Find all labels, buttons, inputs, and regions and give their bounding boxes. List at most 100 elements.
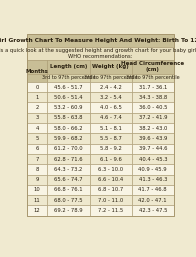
Text: 42.0 - 47.1: 42.0 - 47.1 [138,198,167,203]
Text: 40.4 - 45.3: 40.4 - 45.3 [139,157,167,162]
Bar [47,103,90,113]
Text: 3rd to 97th percentile: 3rd to 97th percentile [42,75,95,80]
Bar [132,195,174,205]
Text: 6.8 - 10.7: 6.8 - 10.7 [98,187,123,192]
Bar [27,123,47,133]
Text: 40.9 - 45.9: 40.9 - 45.9 [138,167,167,172]
Bar [27,82,47,92]
Bar [27,34,174,47]
Bar [47,154,90,164]
Bar [132,60,174,74]
Bar [27,185,47,195]
Text: 55.8 - 63.8: 55.8 - 63.8 [54,115,83,121]
Bar [47,60,90,74]
Text: 2.4 - 4.2: 2.4 - 4.2 [100,85,122,89]
Bar [47,123,90,133]
Text: 50.6 - 51.4: 50.6 - 51.4 [54,95,83,100]
Text: 34.3 - 38.8: 34.3 - 38.8 [139,95,167,100]
Text: 6.1 - 9.6: 6.1 - 9.6 [100,157,122,162]
Bar [47,164,90,175]
Bar [47,74,90,82]
Bar [90,113,132,123]
Bar [90,103,132,113]
Text: 9: 9 [35,177,39,182]
Text: Months: Months [26,69,49,74]
Bar [47,175,90,185]
Text: Length (cm): Length (cm) [50,64,87,69]
Text: 62.8 - 71.6: 62.8 - 71.6 [54,157,83,162]
Bar [27,144,47,154]
Text: 7: 7 [35,157,39,162]
Text: 61.2 - 70.0: 61.2 - 70.0 [54,146,83,151]
Text: 68.0 - 77.5: 68.0 - 77.5 [54,198,83,203]
Text: 5.5 - 8.7: 5.5 - 8.7 [100,136,122,141]
Bar [132,164,174,175]
Text: 12: 12 [34,208,40,213]
Text: 3rd to 97th percentile: 3rd to 97th percentile [126,75,180,80]
Bar [47,92,90,103]
Bar [90,164,132,175]
Text: 10: 10 [34,187,40,192]
Text: 36.0 - 40.5: 36.0 - 40.5 [139,105,167,110]
Bar [132,113,174,123]
Bar [47,133,90,144]
Bar [132,74,174,82]
Text: 4.6 - 7.4: 4.6 - 7.4 [100,115,122,121]
Bar [132,144,174,154]
Text: 45.6 - 51.7: 45.6 - 51.7 [54,85,83,89]
Bar [47,144,90,154]
Text: 42.3 - 47.5: 42.3 - 47.5 [139,208,167,213]
Text: 11: 11 [34,198,40,203]
Bar [90,133,132,144]
Bar [27,133,47,144]
Bar [27,175,47,185]
Text: 59.9 - 68.2: 59.9 - 68.2 [54,136,83,141]
Bar [90,205,132,216]
Text: 39.7 - 44.6: 39.7 - 44.6 [139,146,167,151]
Bar [132,103,174,113]
Bar [132,205,174,216]
Bar [90,195,132,205]
Text: 8: 8 [35,167,39,172]
Text: 65.6 - 74.7: 65.6 - 74.7 [54,177,83,182]
Text: 6: 6 [35,146,39,151]
Bar [132,92,174,103]
Text: 5: 5 [35,136,39,141]
Text: 4: 4 [35,126,39,131]
Text: 53.2 - 60.9: 53.2 - 60.9 [54,105,83,110]
Bar [90,82,132,92]
Bar [132,185,174,195]
Text: Here is a quick look at the suggested height and growth chart for your baby girl: Here is a quick look at the suggested he… [0,48,196,59]
Bar [47,185,90,195]
Bar [27,103,47,113]
Text: 66.8 - 76.1: 66.8 - 76.1 [54,187,83,192]
Bar [27,92,47,103]
Bar [90,185,132,195]
Bar [90,74,132,82]
Bar [132,175,174,185]
Bar [27,195,47,205]
Text: 41.7 - 46.8: 41.7 - 46.8 [138,187,167,192]
Text: 3rd to 97th percentile: 3rd to 97th percentile [84,75,137,80]
Text: 3: 3 [35,115,39,121]
Text: 1: 1 [35,95,39,100]
Bar [27,113,47,123]
Text: 64.3 - 73.2: 64.3 - 73.2 [54,167,83,172]
Text: 41.3 - 46.3: 41.3 - 46.3 [139,177,167,182]
Text: Weight (kg): Weight (kg) [92,64,129,69]
Text: 37.2 - 41.9: 37.2 - 41.9 [139,115,167,121]
Bar [27,47,174,60]
Text: 6.6 - 10.4: 6.6 - 10.4 [98,177,123,182]
Bar [90,175,132,185]
Bar [90,154,132,164]
Bar [47,195,90,205]
Text: 7.2 - 11.5: 7.2 - 11.5 [98,208,123,213]
Bar [90,123,132,133]
Text: 31.7 - 36.1: 31.7 - 36.1 [139,85,167,89]
Bar [27,205,47,216]
Bar [47,205,90,216]
Bar [132,123,174,133]
Text: Baby Girl Growth Chart To Measure Height And Weight: Birth To 12 Months: Baby Girl Growth Chart To Measure Height… [0,38,196,43]
Text: 0: 0 [35,85,39,89]
Text: 6.3 - 10.0: 6.3 - 10.0 [98,167,123,172]
